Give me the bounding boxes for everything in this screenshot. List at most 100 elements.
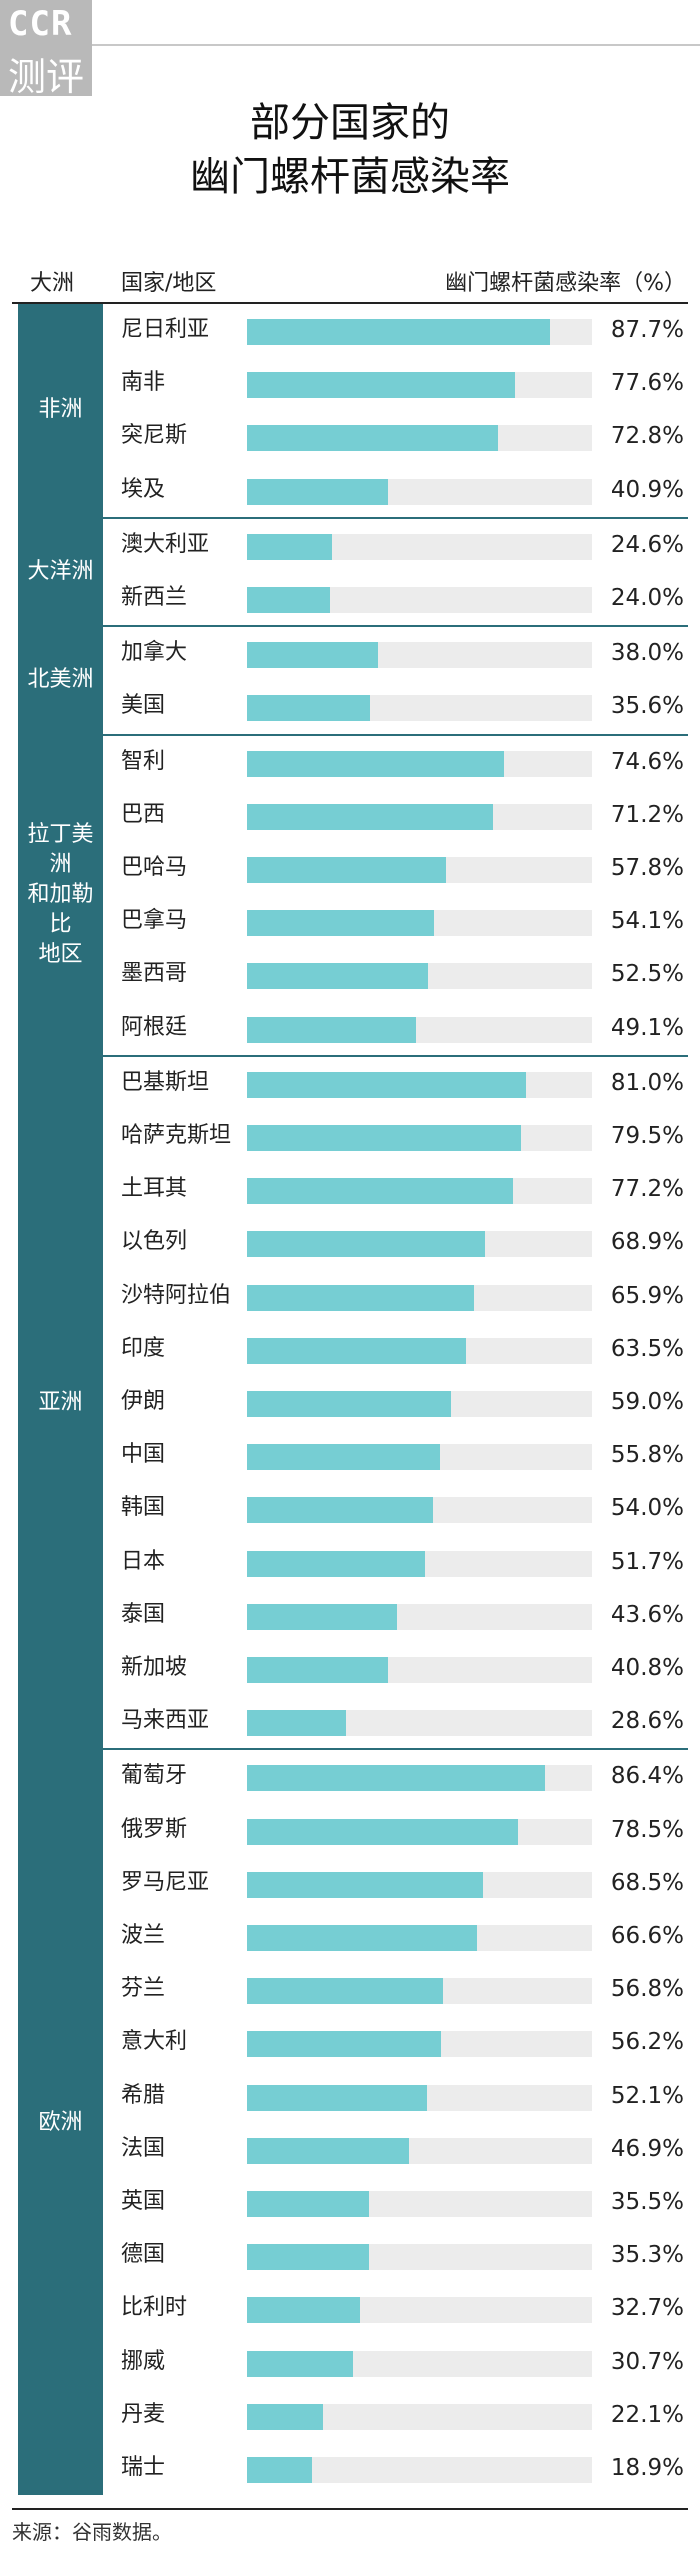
bar <box>247 2137 409 2164</box>
table-row: 巴基斯坦 81.0% <box>103 1057 688 1109</box>
country-label: 智利 <box>121 748 166 774</box>
header-country: 国家/地区 <box>121 271 217 296</box>
table-row: 土耳其 77.2% <box>103 1163 688 1215</box>
group-divider <box>18 1054 688 1057</box>
bar-track <box>247 478 592 505</box>
table-row: 巴哈马 57.8% <box>103 842 688 894</box>
table-row: 美国 35.6% <box>103 680 688 732</box>
bar-track <box>247 1550 592 1577</box>
bar <box>247 478 389 505</box>
country-label: 以色列 <box>121 1229 188 1255</box>
bar-track <box>247 963 592 990</box>
data-label: 79.5% <box>610 1123 684 1149</box>
table-row: 韩国 54.0% <box>103 1482 688 1534</box>
table-row: 希腊 52.1% <box>103 2070 688 2122</box>
table-row: 加拿大 38.0% <box>103 627 688 679</box>
data-label: 66.6% <box>610 1923 684 1949</box>
bar <box>247 1550 426 1577</box>
table-row: 阿根廷 49.1% <box>103 1002 688 1054</box>
table-row: 伊朗 59.0% <box>103 1376 688 1428</box>
bar-track <box>247 1071 592 1098</box>
bar <box>247 695 370 722</box>
ccr-logo: CCR 测评 <box>0 0 92 99</box>
bar <box>247 963 429 990</box>
bar-track <box>247 2403 592 2430</box>
bar-track <box>247 803 592 830</box>
bar <box>247 1603 398 1630</box>
country-label: 哈萨克斯坦 <box>121 1123 232 1148</box>
table-row: 德国 35.3% <box>103 2229 688 2281</box>
logo-text-ccr: CCR <box>8 4 73 44</box>
table-row: 葡萄牙 86.4% <box>103 1750 688 1802</box>
data-label: 57.8% <box>610 855 684 881</box>
bar <box>247 1765 546 1792</box>
table-row: 马来西亚 28.6% <box>103 1695 688 1747</box>
table-row: 罗马尼亚 68.5% <box>103 1857 688 1909</box>
bar <box>247 2403 324 2430</box>
bar <box>247 1925 477 1951</box>
data-label: 52.5% <box>610 961 684 988</box>
table-row: 以色列 68.9% <box>103 1216 688 1268</box>
source-note: 来源：谷雨数据。 <box>12 2520 172 2544</box>
country-label: 芬兰 <box>121 1976 166 2002</box>
country-label: 丹麦 <box>121 2401 166 2427</box>
table-row: 巴西 71.2% <box>103 789 688 841</box>
group-divider <box>18 625 688 628</box>
bar <box>247 1284 475 1311</box>
country-label: 葡萄牙 <box>121 1763 188 1789</box>
country-label: 俄罗斯 <box>121 1816 188 1842</box>
group-divider <box>18 733 688 736</box>
country-label: 泰国 <box>121 1601 166 1627</box>
table-row: 墨西哥 52.5% <box>103 948 688 1000</box>
data-label: 63.5% <box>610 1335 684 1362</box>
data-label: 65.9% <box>610 1282 684 1309</box>
country-label: 罗马尼亚 <box>121 1869 210 1895</box>
bar <box>247 2457 313 2483</box>
bar <box>247 1125 522 1151</box>
bar <box>247 910 434 937</box>
table-row: 中国 55.8% <box>103 1429 688 1481</box>
table-row: 澳大利亚 24.6% <box>103 519 688 571</box>
table-row: 意大利 56.2% <box>103 2016 688 2068</box>
table-row: 泰国 43.6% <box>103 1589 688 1641</box>
country-label: 加拿大 <box>121 640 188 666</box>
bar <box>247 2244 369 2271</box>
table-row: 俄罗斯 78.5% <box>103 1804 688 1856</box>
country-label: 挪威 <box>121 2348 166 2374</box>
bar-track <box>247 1710 592 1737</box>
bar-track <box>247 2084 592 2111</box>
chart-title-line-1: 部分国家的 <box>250 100 450 146</box>
country-label: 巴哈马 <box>121 855 188 880</box>
bar <box>247 533 332 560</box>
chart-title-line-2: 幽门螺杆菌感染率 <box>190 154 510 200</box>
bar <box>247 1231 485 1258</box>
bar-track <box>247 2457 592 2483</box>
data-label: 28.6% <box>610 1708 684 1735</box>
data-label: 40.9% <box>610 476 684 503</box>
bar-track <box>247 1925 592 1951</box>
continent-label: 北美洲 <box>18 627 103 734</box>
bar <box>247 1444 440 1471</box>
data-label: 59.0% <box>610 1389 684 1415</box>
data-label: 18.9% <box>610 2455 684 2481</box>
country-label: 澳大利亚 <box>121 531 210 557</box>
country-label: 德国 <box>121 2242 166 2268</box>
country-label: 新西兰 <box>121 585 188 610</box>
data-label: 40.8% <box>610 1655 684 1681</box>
country-label: 比利时 <box>121 2295 188 2321</box>
country-label: 土耳其 <box>121 1176 188 1202</box>
bar <box>247 2297 360 2324</box>
data-label: 24.0% <box>610 585 684 611</box>
bar-track <box>247 1337 592 1364</box>
bar <box>247 1337 467 1364</box>
bar <box>247 2191 370 2217</box>
country-label: 南非 <box>121 370 166 396</box>
table-row: 新西兰 24.0% <box>103 572 688 624</box>
bar-track <box>247 695 592 722</box>
continent-label: 拉丁美洲 和加勒比 地区 <box>18 735 103 1055</box>
bar <box>247 1016 417 1043</box>
data-label: 77.6% <box>610 370 684 397</box>
data-label: 54.0% <box>610 1495 684 1522</box>
bar-track <box>247 533 592 560</box>
data-label: 72.8% <box>610 423 684 450</box>
